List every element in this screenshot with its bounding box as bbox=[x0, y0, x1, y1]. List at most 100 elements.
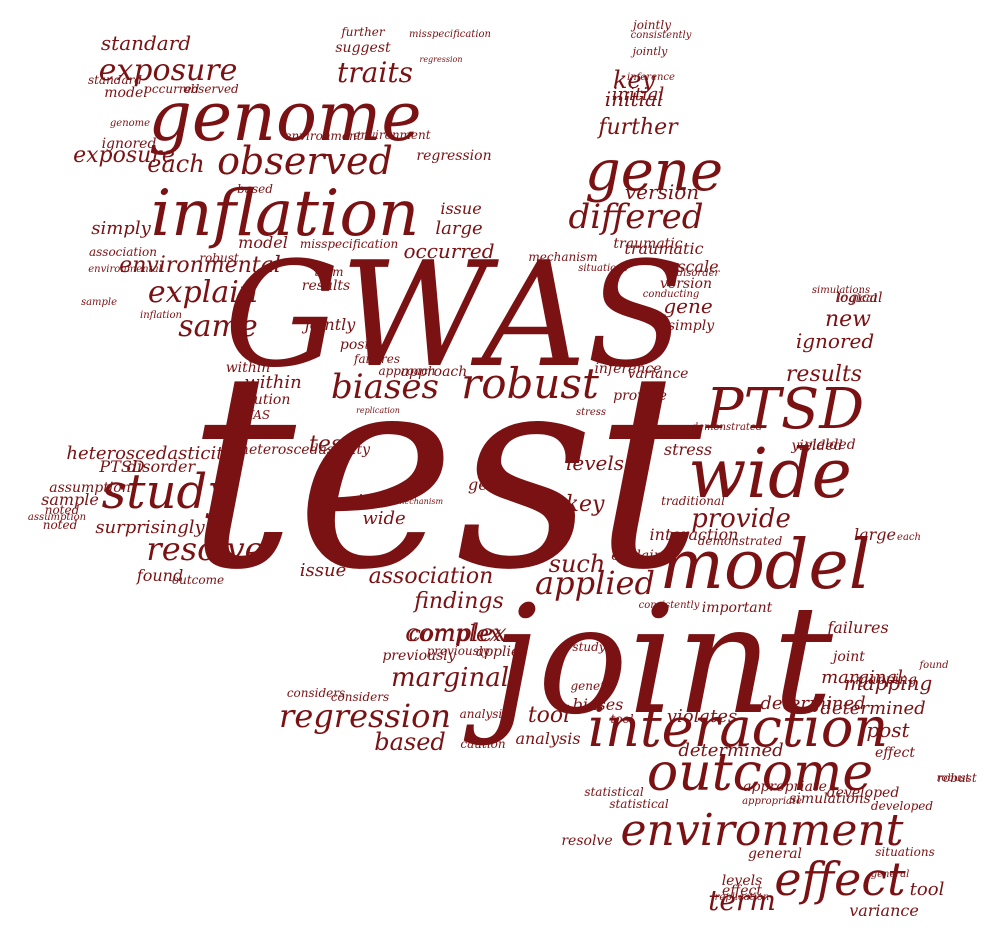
cloud-word-127: jointly bbox=[302, 315, 357, 334]
cloud-word-28: findings bbox=[412, 589, 504, 614]
cloud-word-82: situations bbox=[875, 845, 934, 859]
cloud-word-136: assumption bbox=[49, 480, 131, 496]
cloud-word-76: traits bbox=[331, 491, 380, 512]
cloud-word-105: explain bbox=[611, 548, 662, 564]
cloud-word-162: effect bbox=[722, 883, 762, 899]
cloud-word-17: differed bbox=[569, 197, 704, 237]
cloud-word-152: yielded bbox=[790, 438, 842, 454]
cloud-word-110: scale bbox=[677, 257, 718, 276]
cloud-word-131: inflation bbox=[140, 310, 182, 321]
cloud-word-19: traits bbox=[337, 56, 413, 89]
cloud-word-94: violates bbox=[667, 706, 737, 727]
cloud-word-58: heteroscedasticity bbox=[66, 443, 234, 464]
cloud-word-64: analyses bbox=[207, 424, 259, 438]
cloud-word-52: simply bbox=[91, 218, 151, 239]
cloud-word-118: conducting bbox=[643, 289, 700, 300]
cloud-word-85: joint bbox=[830, 649, 865, 665]
cloud-word-68: noted bbox=[43, 518, 78, 532]
cloud-word-135: sample bbox=[81, 297, 117, 308]
cloud-word-74: key bbox=[566, 492, 605, 517]
cloud-word-90: important bbox=[702, 600, 773, 616]
cloud-word-93: appropriate bbox=[742, 796, 802, 807]
cloud-word-147: environment bbox=[353, 128, 430, 142]
cloud-word-173: complex bbox=[409, 622, 503, 647]
cloud-word-47: traumatic bbox=[624, 239, 703, 258]
cloud-word-50: further bbox=[340, 25, 386, 39]
cloud-word-5: PTSD bbox=[705, 377, 864, 442]
cloud-word-108: mechanism bbox=[397, 497, 444, 506]
cloud-word-3: model bbox=[660, 526, 871, 605]
cloud-word-174: previously bbox=[427, 644, 490, 658]
cloud-word-21: applied bbox=[535, 564, 655, 602]
cloud-word-31: provide bbox=[691, 504, 791, 534]
cloud-word-75: wide bbox=[362, 508, 405, 529]
cloud-word-125: post bbox=[340, 337, 371, 353]
cloud-word-171: caution bbox=[460, 737, 505, 751]
cloud-word-163: levels bbox=[722, 873, 763, 889]
cloud-word-112: model bbox=[104, 85, 147, 101]
cloud-word-166: developed bbox=[871, 799, 934, 813]
cloud-word-156: appropriate bbox=[743, 779, 827, 795]
cloud-word-88: effect bbox=[875, 745, 915, 761]
cloud-word-167: robust bbox=[937, 771, 977, 785]
cloud-word-65: PTSD bbox=[98, 457, 144, 476]
cloud-word-67: sample bbox=[41, 490, 99, 509]
cloud-word-149: logical bbox=[835, 290, 882, 306]
cloud-word-8: gene bbox=[585, 139, 723, 204]
cloud-word-133: environmental bbox=[88, 264, 161, 275]
cloud-word-12: effect bbox=[774, 852, 906, 906]
cloud-word-10: outcome bbox=[647, 743, 873, 803]
cloud-word-115: gene bbox=[663, 294, 712, 318]
cloud-word-1: joint bbox=[463, 574, 833, 748]
cloud-word-144: jointly bbox=[630, 18, 671, 32]
cloud-word-44: initial bbox=[605, 87, 663, 111]
cloud-word-113: standard bbox=[88, 73, 142, 87]
cloud-word-35: post bbox=[866, 718, 910, 742]
cloud-word-6: inflation bbox=[151, 177, 419, 251]
cloud-word-91: consistently bbox=[639, 600, 700, 611]
cloud-word-92: statistical bbox=[609, 797, 668, 811]
cloud-word-18: exposure bbox=[99, 53, 238, 88]
cloud-word-9: interaction bbox=[588, 696, 888, 759]
cloud-word-100: applied bbox=[476, 644, 529, 660]
cloud-word-54: issue bbox=[440, 199, 481, 218]
cloud-word-117: simply bbox=[668, 318, 715, 334]
cloud-word-165: statistical bbox=[584, 785, 643, 799]
cloud-word-55: assumption bbox=[28, 512, 86, 523]
cloud-word-121: misspecification bbox=[300, 237, 398, 251]
cloud-word-139: occurred bbox=[145, 82, 200, 96]
cloud-word-168: mapping bbox=[855, 672, 917, 688]
cloud-word-141: determined bbox=[678, 740, 783, 761]
cloud-word-40: environmental bbox=[119, 253, 281, 278]
cloud-word-15: observed bbox=[217, 139, 393, 183]
cloud-word-56: robust bbox=[199, 251, 239, 265]
cloud-word-106: interaction bbox=[650, 525, 739, 544]
cloud-word-60: stress bbox=[664, 440, 712, 459]
cloud-word-48: standard bbox=[101, 31, 191, 55]
cloud-word-77: test bbox=[309, 432, 351, 457]
cloud-word-29: complex bbox=[405, 619, 507, 647]
cloud-word-78: inference bbox=[594, 361, 661, 377]
cloud-word-134: exposure bbox=[73, 143, 175, 168]
cloud-word-46: version bbox=[625, 180, 699, 204]
cloud-word-151: general bbox=[748, 846, 802, 862]
cloud-word-176: tool bbox=[610, 712, 633, 726]
cloud-word-42: each bbox=[147, 150, 204, 178]
cloud-word-97: determined bbox=[760, 693, 865, 714]
cloud-word-69: surprisingly bbox=[95, 517, 205, 538]
cloud-word-25: regression bbox=[279, 697, 451, 735]
cloud-word-23: same bbox=[178, 309, 257, 344]
cloud-word-129: term bbox=[314, 265, 343, 279]
cloud-word-34: mapping bbox=[844, 671, 933, 695]
cloud-word-66: disorder bbox=[127, 457, 197, 476]
cloud-word-157: large bbox=[854, 525, 896, 544]
cloud-word-158: initial bbox=[612, 84, 665, 105]
cloud-word-81: developed bbox=[827, 785, 900, 801]
cloud-word-175: considers bbox=[287, 686, 345, 700]
cloud-word-43: key bbox=[613, 66, 656, 94]
cloud-word-20: resolve bbox=[146, 530, 263, 568]
cloud-word-13: study bbox=[102, 464, 236, 520]
cloud-word-170: analysis bbox=[515, 729, 580, 748]
cloud-word-72: issue bbox=[300, 560, 346, 581]
